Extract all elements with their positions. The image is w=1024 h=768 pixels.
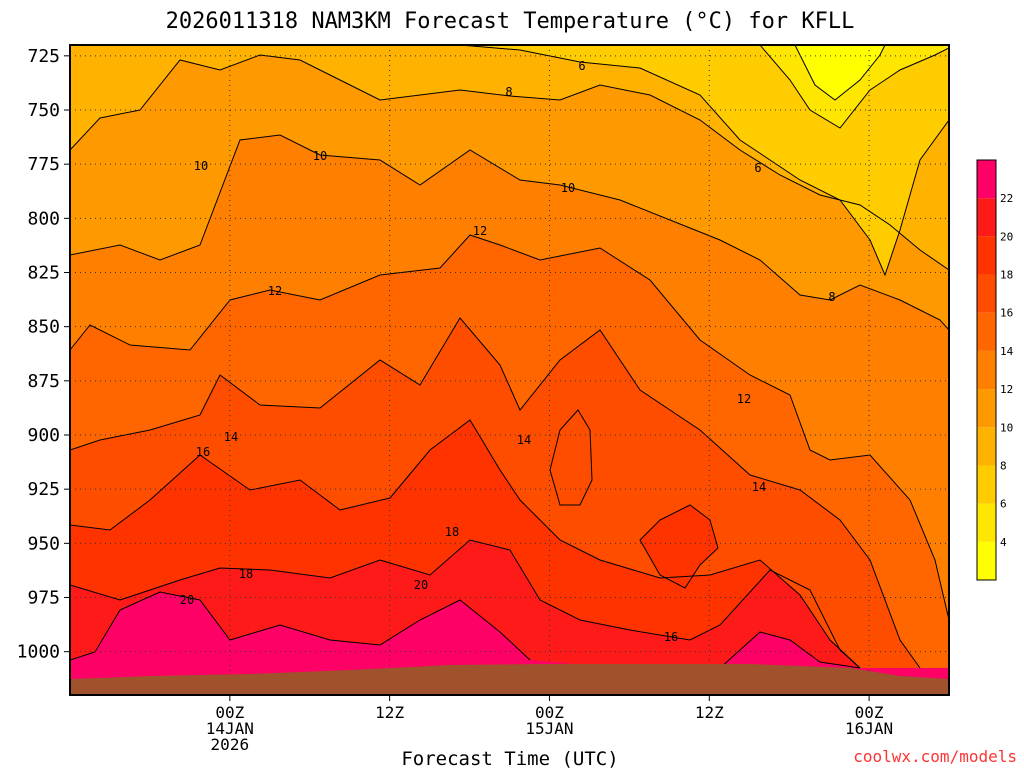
y-tick-label: 750 [27,100,60,121]
contour-cell-16 [549,409,593,506]
contour-14 [70,317,921,669]
contour-label: 14 [517,433,531,447]
y-axis: 725 750 775 800 825 850 875 900 925 950 975 1000 [17,46,70,663]
contour-18 [70,539,861,669]
x-tick-label: 14JAN [206,719,254,738]
x-tick-label: 00Z [215,703,244,722]
contour-4 [759,45,949,129]
x-tick-label: 16JAN [845,719,893,738]
y-tick-label: 950 [27,533,60,554]
grid-lines [70,45,949,695]
colorbar-label: 4 [1000,536,1007,549]
contour-label: 12 [473,224,487,238]
watermark: coolwx.com/models [853,747,1017,766]
contour-labels: 6 6 8 8 10 10 10 12 12 12 14 14 14 16 16… [180,59,836,644]
contour-label: 6 [754,161,761,175]
contour-label: 20 [180,593,194,607]
contour-20 [70,591,531,661]
colorbar-swatch [977,541,996,580]
y-tick-label: 975 [27,588,60,609]
colorbar-swatch [977,198,996,237]
contour-6 [459,45,949,277]
contour-label: 12 [268,284,282,298]
contour-lines [70,45,949,669]
y-tick-label: 850 [27,317,60,338]
colorbar-label: 12 [1000,383,1013,396]
colorbar-label: 6 [1000,498,1007,511]
contour-label: 10 [194,159,208,173]
colorbar-label: 18 [1000,269,1013,282]
contour-10 [70,134,949,331]
colorbar-label: 14 [1000,345,1014,358]
contour-label: 18 [239,567,253,581]
contour-8 [70,54,949,271]
cell-16-east [550,410,592,505]
contour-label: 10 [313,149,327,163]
plot-frame [69,44,950,696]
contour-label: 8 [505,85,512,99]
temperature-field [70,45,949,695]
y-tick-label: 925 [27,479,60,500]
contour-label: 14 [752,480,766,494]
x-axis-title: Forecast Time (UTC) [401,748,618,768]
contour-cell-18 [639,504,719,589]
y-tick-label: 875 [27,371,60,392]
y-tick-label: 900 [27,425,60,446]
colorbar-label: 8 [1000,459,1007,472]
x-tick-label: 12Z [695,703,724,722]
y-tick-label: 725 [27,46,60,67]
x-tick-label: 00Z [855,703,884,722]
y-tick-label: 825 [27,263,60,284]
x-tick-label: 2026 [211,735,250,754]
contour-label: 20 [414,578,428,592]
colorbar-label: 20 [1000,230,1013,243]
contour-label: 12 [737,392,751,406]
colorbar-swatch [977,312,996,351]
colorbar-swatch [977,389,996,428]
colorbar-swatch [977,503,996,542]
x-tick-label: 00Z [535,703,564,722]
contour-label: 6 [578,59,585,73]
x-tick-label: 15JAN [525,719,573,738]
colorbar-frame [976,159,997,581]
colorbar-label: 10 [1000,421,1013,434]
colorbar-swatch [977,236,996,275]
colorbar-swatch [977,160,996,199]
y-tick-label: 775 [27,154,60,175]
colorbar: 4 6 8 10 12 14 16 18 20 22 [976,159,1014,581]
chart-title: 2026011318 NAM3KM Forecast Temperature (… [166,9,855,34]
colorbar-label: 22 [1000,192,1013,205]
colorbar-label: 16 [1000,307,1013,320]
colorbar-swatch [977,465,996,504]
contour-label: 10 [561,181,575,195]
contour-16 [70,419,861,669]
terrain [70,664,949,695]
band-2 [795,45,885,100]
colorbar-swatch [977,274,996,313]
contour-2 [794,45,886,101]
x-tick-label: 12Z [375,703,404,722]
contour-label: 18 [445,525,459,539]
contour-label: 8 [828,290,835,304]
contour-label: 16 [664,630,678,644]
contour-label: 14 [224,430,238,444]
contour-12 [70,234,949,621]
contour-label: 16 [196,445,210,459]
y-tick-label: 1000 [17,642,60,663]
colorbar-swatch [977,350,996,390]
contour-20b [719,631,861,669]
colorbar-swatch [977,427,996,466]
y-tick-label: 800 [27,208,60,229]
